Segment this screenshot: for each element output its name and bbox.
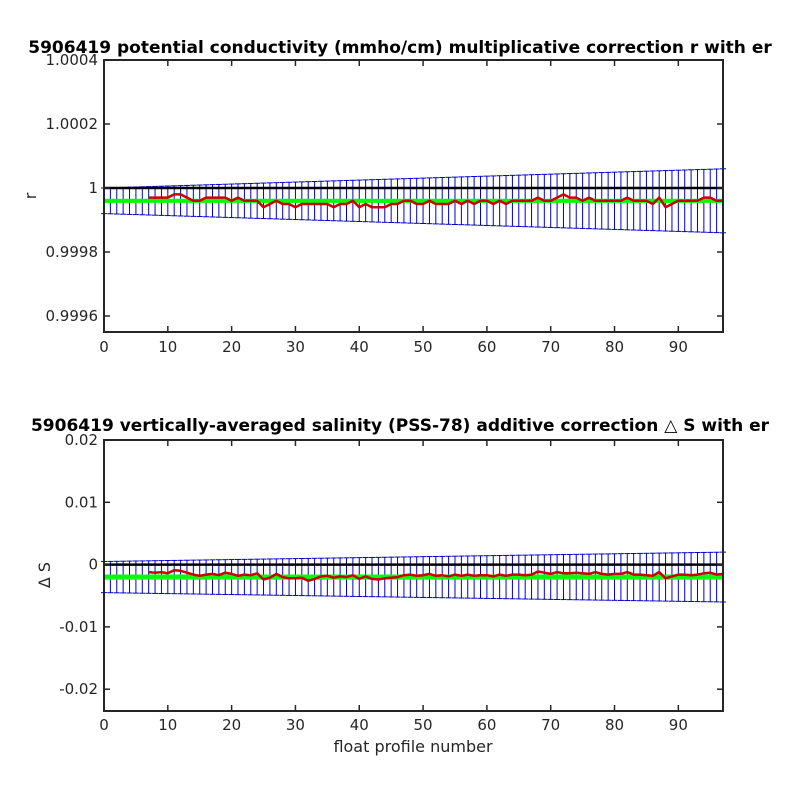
y-axis-label: r xyxy=(21,192,40,199)
x-tick-label: 50 xyxy=(414,716,433,734)
x-tick-label: 50 xyxy=(414,338,433,356)
x-tick-label: 70 xyxy=(541,338,560,356)
x-tick-labels: 0 10 20 30 40 50 60 70 80 90 xyxy=(99,716,688,734)
y-tick-labels: -0.02 -0.01 0 0.01 0.02 xyxy=(59,431,98,698)
axes-box xyxy=(103,439,724,712)
x-tick-label: 60 xyxy=(477,716,496,734)
x-tick-label: 60 xyxy=(477,338,496,356)
y-tick-label: 0.01 xyxy=(65,493,98,511)
x-tick-label: 90 xyxy=(669,338,688,356)
x-tick-label: 40 xyxy=(350,338,369,356)
y-tick-label: 0.9998 xyxy=(46,243,99,261)
x-tick-label: 10 xyxy=(158,338,177,356)
y-tick-label: 0.9996 xyxy=(46,307,99,325)
x-tick-label: 20 xyxy=(222,716,241,734)
y-tick-label: 1.0004 xyxy=(46,51,99,69)
axes-box xyxy=(103,59,724,333)
y-tick-label: -0.02 xyxy=(59,680,98,698)
x-axis-label: float profile number xyxy=(333,737,493,756)
x-tick-label: 30 xyxy=(286,716,305,734)
x-tick-label: 10 xyxy=(158,716,177,734)
profile-series xyxy=(148,568,724,583)
x-tick-label: 0 xyxy=(99,716,109,734)
y-tick-label: 0 xyxy=(88,556,98,574)
tick-marks xyxy=(103,439,723,711)
tick-marks xyxy=(103,59,723,332)
chart-title: 5906419 potential conductivity (mmho/cm)… xyxy=(28,38,772,58)
y-tick-label: 1.0002 xyxy=(46,115,99,133)
chart-title: 5906419 vertically-averaged salinity (PS… xyxy=(31,416,770,436)
y-axis-label: Δ S xyxy=(35,562,54,588)
x-tick-label: 40 xyxy=(350,716,369,734)
x-tick-label: 70 xyxy=(541,716,560,734)
panel-salinity: 5906419 vertically-averaged salinity (PS… xyxy=(31,416,770,756)
x-tick-label: 20 xyxy=(222,338,241,356)
y-tick-label: 0.02 xyxy=(65,431,98,449)
y-tick-label: -0.01 xyxy=(59,618,98,636)
y-tick-labels: 0.9996 0.9998 1 1.0002 1.0004 xyxy=(46,51,99,325)
x-tick-label: 0 xyxy=(99,338,109,356)
profile-line xyxy=(148,193,723,209)
x-tick-label: 80 xyxy=(605,338,624,356)
profile-series xyxy=(148,193,723,209)
y-tick-label: 1 xyxy=(88,179,98,197)
x-tick-label: 30 xyxy=(286,338,305,356)
profile-line xyxy=(148,568,724,583)
x-tick-labels: 0 10 20 30 40 50 60 70 80 90 xyxy=(99,338,688,356)
x-tick-label: 90 xyxy=(669,716,688,734)
panel-conductivity: 5906419 potential conductivity (mmho/cm)… xyxy=(21,38,772,356)
x-tick-label: 80 xyxy=(605,716,624,734)
